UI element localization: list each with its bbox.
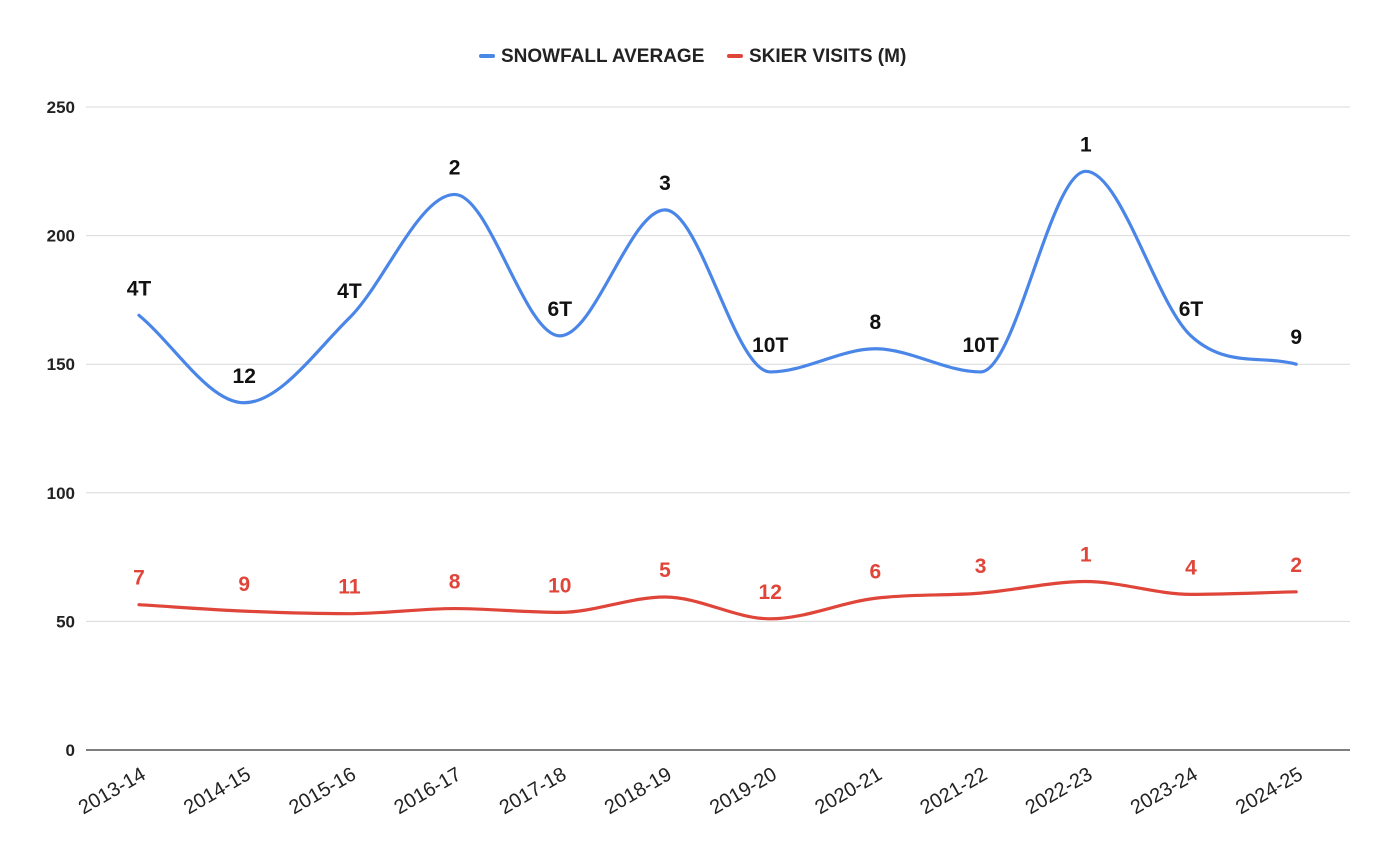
x-axis: 2013-14 2014-15 2015-16 2016-17 2017-18 2018-…	[75, 763, 1307, 819]
x-tick-label: 2024-25	[1232, 763, 1307, 819]
data-label-skier-visits-m: 10	[548, 574, 571, 597]
y-tick-label: 100	[47, 484, 75, 503]
data-labels: 4T 12 4T 2 6T 3 10T 8 10T 1 6T 9 7 9 11 8 10 5 12 6 3 1 4 2	[127, 133, 1302, 604]
data-label-snowfall-average: 4T	[337, 280, 362, 303]
x-tick-label: 2021-22	[917, 763, 992, 819]
y-tick-label: 200	[47, 227, 75, 246]
x-tick-label: 2020-21	[811, 763, 886, 819]
data-label-snowfall-average: 4T	[127, 277, 152, 300]
data-label-skier-visits-m: 6	[870, 560, 882, 583]
legend-label-skier-visits: SKIER VISITS (M)	[749, 46, 906, 67]
data-label-skier-visits-m: 7	[133, 567, 145, 590]
data-label-skier-visits-m: 3	[975, 555, 987, 578]
gridlines	[86, 106, 1350, 751]
y-axis: 0 50 100 150 200 250	[47, 98, 75, 760]
data-label-snowfall-average: 10T	[752, 334, 788, 357]
legend: SNOWFALL AVERAGE SKIER VISITS (M)	[479, 46, 906, 67]
y-tick-label: 0	[66, 741, 75, 760]
series-line-snowfall-average	[137, 169, 1298, 405]
data-label-skier-visits-m: 12	[759, 581, 782, 604]
data-label-snowfall-average: 1	[1080, 133, 1092, 156]
data-label-snowfall-average: 10T	[963, 334, 999, 357]
data-label-snowfall-average: 6T	[548, 298, 573, 321]
y-tick-label: 50	[56, 612, 75, 631]
data-label-snowfall-average: 12	[233, 365, 256, 388]
data-label-snowfall-average: 6T	[1179, 298, 1204, 321]
x-tick-label: 2023-24	[1127, 763, 1202, 819]
x-tick-label: 2013-14	[75, 763, 150, 819]
x-tick-label: 2019-20	[706, 763, 781, 819]
x-tick-label: 2014-15	[180, 763, 255, 819]
data-label-snowfall-average: 9	[1290, 326, 1302, 349]
x-tick-label: 2017-18	[496, 763, 571, 819]
data-label-skier-visits-m: 2	[1290, 554, 1302, 577]
data-label-skier-visits-m: 8	[449, 571, 461, 594]
series-line-skier-visits-m	[137, 579, 1298, 621]
x-tick-label: 2016-17	[391, 763, 466, 819]
data-label-skier-visits-m: 5	[659, 559, 671, 582]
data-label-skier-visits-m: 4	[1185, 556, 1197, 579]
x-tick-label: 2015-16	[285, 763, 360, 819]
x-tick-label: 2018-19	[601, 763, 676, 819]
series-lines	[137, 169, 1298, 621]
data-label-snowfall-average: 8	[870, 311, 882, 334]
data-label-snowfall-average: 3	[659, 172, 671, 195]
data-label-skier-visits-m: 11	[338, 576, 361, 599]
x-tick-label: 2022-23	[1022, 763, 1097, 819]
data-label-skier-visits-m: 9	[238, 573, 250, 596]
y-tick-label: 150	[47, 355, 75, 374]
legend-label-snowfall: SNOWFALL AVERAGE	[501, 46, 704, 67]
data-label-skier-visits-m: 1	[1080, 544, 1092, 567]
data-label-snowfall-average: 2	[449, 156, 461, 179]
y-tick-label: 250	[47, 98, 75, 117]
